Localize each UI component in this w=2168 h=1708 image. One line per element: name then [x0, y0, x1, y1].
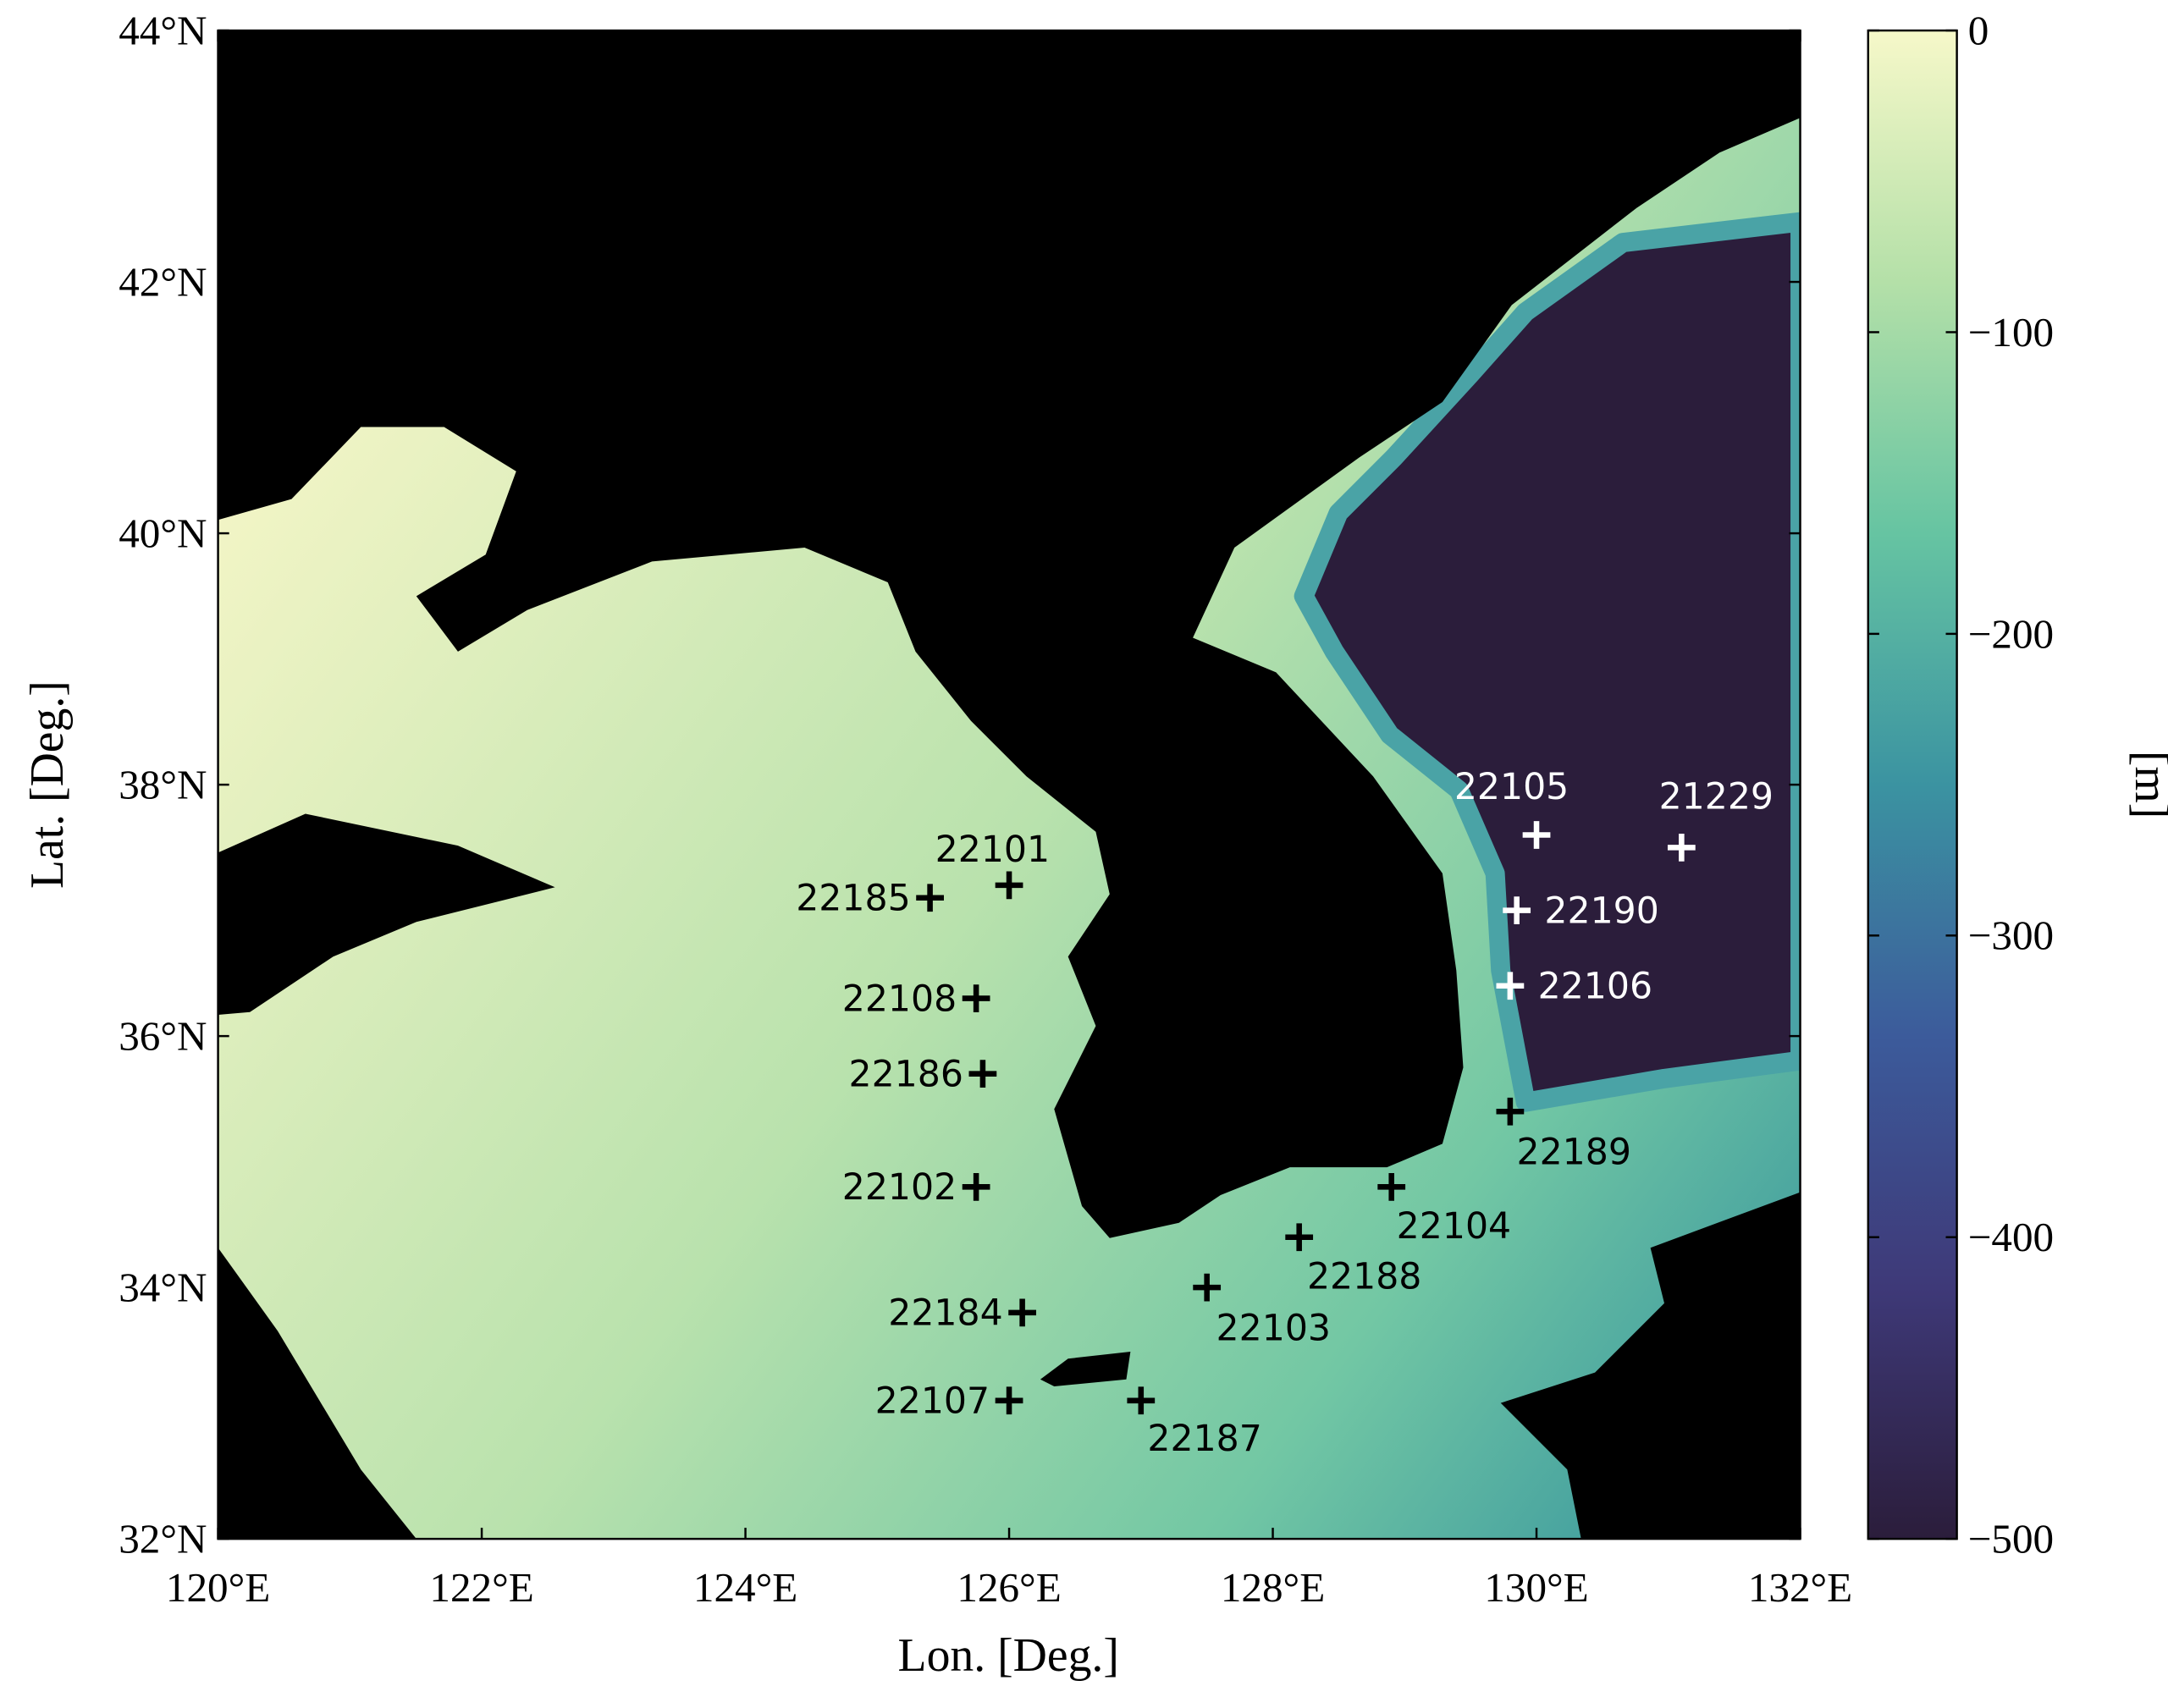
colorbar-tick-label: −500: [1968, 1516, 2054, 1562]
colorbar-label: [m]: [2125, 751, 2168, 818]
station-label: 22184: [888, 1292, 1002, 1335]
station-label: 22188: [1307, 1255, 1421, 1298]
station-label: 22189: [1517, 1131, 1631, 1173]
y-tick-label: 38°N: [119, 761, 207, 807]
station-marker: [1496, 972, 1525, 1000]
colorbar-tick-label: −100: [1968, 309, 2054, 355]
station-marker: [916, 884, 944, 912]
station-marker: [1496, 1097, 1525, 1126]
deep-sea: [1294, 212, 1801, 1112]
station-label: 22187: [1147, 1418, 1261, 1460]
x-tick-label: 126°E: [957, 1564, 1061, 1611]
station-marker: [968, 1060, 997, 1088]
station-label: 22102: [842, 1166, 957, 1209]
station-marker: [1193, 1273, 1222, 1302]
land: [1500, 1192, 1801, 1540]
station-label: 22186: [849, 1053, 963, 1095]
colorbar-tick-label: −300: [1968, 912, 2054, 959]
land: [218, 1248, 416, 1540]
station-marker: [962, 984, 990, 1012]
colorbar-tick-label: −200: [1968, 610, 2054, 657]
station-marker: [1667, 833, 1696, 862]
station-label: 22106: [1538, 965, 1652, 1007]
x-axis-label: Lon. [Deg.]: [898, 1629, 1119, 1682]
y-tick-label: 44°N: [119, 7, 207, 53]
station-marker: [1285, 1223, 1314, 1252]
station-label: 21229: [1659, 775, 1774, 818]
y-tick-label: 32°N: [119, 1516, 207, 1562]
colorbar-tick-label: 0: [1968, 7, 1989, 53]
station-label: 22105: [1454, 766, 1569, 808]
x-tick-label: 120°E: [166, 1564, 270, 1611]
station-label: 22107: [875, 1380, 990, 1423]
station-label: 22103: [1216, 1307, 1331, 1349]
station-label: 22190: [1544, 890, 1658, 932]
colorbar-tick-label: −400: [1968, 1214, 2054, 1260]
land: [218, 30, 1801, 1238]
y-tick-label: 36°N: [119, 1013, 207, 1060]
station-marker: [995, 871, 1023, 900]
station-marker: [1127, 1386, 1156, 1415]
x-tick-label: 128°E: [1221, 1564, 1325, 1611]
station-marker: [1377, 1172, 1406, 1201]
colorbar: [1867, 29, 1958, 1540]
x-tick-label: 130°E: [1484, 1564, 1588, 1611]
y-tick-label: 40°N: [119, 510, 207, 556]
station-marker: [995, 1386, 1023, 1415]
basemap: [218, 30, 1801, 1540]
station-marker: [1522, 821, 1551, 849]
station-label: 22101: [935, 829, 1050, 871]
station-marker: [962, 1172, 990, 1201]
station-label: 22104: [1397, 1205, 1511, 1248]
land: [1040, 1352, 1131, 1386]
station-label: 22108: [842, 978, 957, 1020]
y-axis-label: Lat. [Deg.]: [21, 680, 74, 889]
station-marker: [1503, 896, 1531, 924]
x-tick-label: 132°E: [1748, 1564, 1852, 1611]
x-tick-label: 122°E: [429, 1564, 533, 1611]
station-marker: [1008, 1298, 1037, 1327]
station-label: 22185: [796, 878, 910, 920]
y-tick-label: 42°N: [119, 258, 207, 305]
x-tick-label: 124°E: [693, 1564, 797, 1611]
y-tick-label: 34°N: [119, 1264, 207, 1311]
land: [218, 813, 555, 1016]
